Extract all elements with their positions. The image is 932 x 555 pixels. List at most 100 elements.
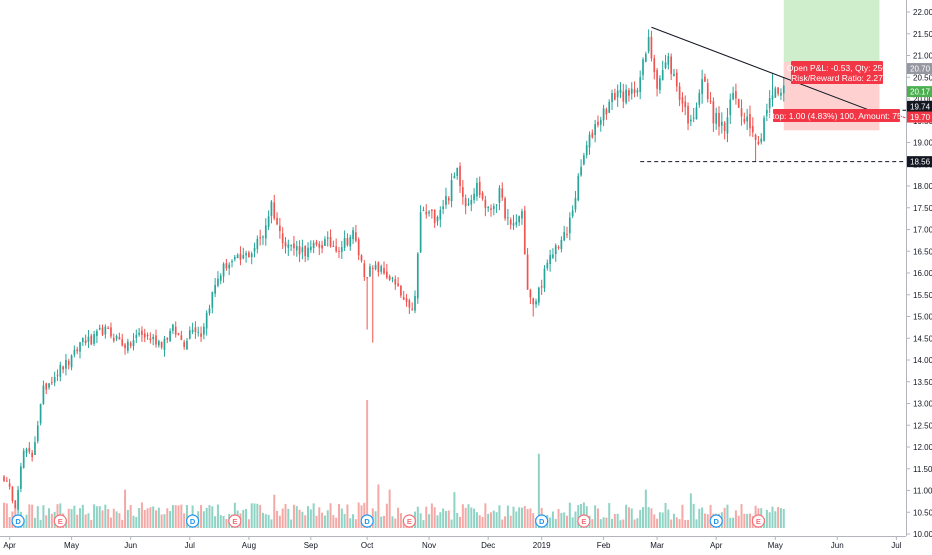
volume-bar	[622, 519, 625, 528]
dividend-event-icon[interactable]: D	[360, 514, 374, 528]
candle	[200, 326, 202, 342]
volume-bar	[748, 513, 751, 528]
dividend-event-icon[interactable]: D	[11, 514, 25, 528]
volume-bar	[385, 503, 388, 528]
volume-bar	[104, 504, 107, 528]
candle	[326, 231, 329, 247]
svg-text:D: D	[364, 517, 370, 526]
candle	[279, 217, 281, 239]
candle	[5, 476, 8, 482]
candle	[690, 114, 692, 127]
volume-bar	[397, 507, 400, 528]
candle	[42, 380, 45, 405]
candle	[495, 204, 498, 213]
volume-bar	[33, 517, 36, 528]
volume-bar	[101, 510, 104, 528]
volume-bar	[42, 505, 45, 528]
price-tick-label: 20.50	[913, 73, 932, 82]
volume-bar	[658, 512, 661, 528]
candle	[143, 328, 146, 343]
pnl-label-text: Open P&L: -0.53, Qty: 250	[787, 63, 887, 73]
candle	[518, 215, 520, 227]
volume-bar	[115, 511, 118, 528]
candle	[96, 328, 98, 344]
candle	[141, 326, 143, 342]
candle	[369, 263, 371, 277]
candle	[160, 341, 163, 350]
volume-bar	[644, 489, 647, 528]
candle	[498, 185, 501, 211]
dividend-event-icon[interactable]: D	[709, 514, 723, 528]
price-tick-label: 18.00	[913, 182, 932, 191]
stop-label[interactable]: Stop: 1.00 (4.83%) 100, Amount: 750	[767, 109, 907, 122]
volume-bar	[492, 510, 495, 528]
volume-bar	[689, 493, 692, 528]
earnings-event-icon[interactable]: E	[53, 514, 67, 528]
volume-bar	[315, 515, 318, 528]
candle	[79, 341, 81, 359]
candle	[670, 53, 673, 81]
svg-text:E: E	[58, 517, 63, 526]
candle	[664, 54, 667, 70]
dividend-event-icon[interactable]: D	[535, 514, 549, 528]
volume-bar	[247, 519, 250, 528]
candle	[174, 321, 177, 338]
earnings-event-icon[interactable]: E	[402, 514, 416, 528]
volume-bar	[112, 508, 115, 528]
svg-text:E: E	[232, 517, 237, 526]
volume-bar	[684, 519, 687, 528]
volume-bar	[129, 505, 132, 528]
volume-bar	[726, 504, 729, 528]
volume-bar	[419, 513, 422, 528]
time-tick-label: Mar	[650, 541, 664, 550]
candle	[642, 57, 644, 81]
price-tick-label: 11.50	[913, 465, 932, 474]
volume-bar	[155, 510, 158, 528]
earnings-event-icon[interactable]: E	[228, 514, 242, 528]
candle	[650, 30, 653, 62]
candle	[360, 254, 363, 263]
volume-bar	[152, 506, 155, 528]
candle	[625, 84, 627, 105]
volume-bar	[290, 519, 293, 528]
volume-bar	[245, 508, 248, 528]
candle	[729, 93, 732, 125]
volume-bar	[571, 517, 574, 528]
price-tick-label: 14.00	[913, 356, 932, 365]
candle	[256, 235, 259, 254]
candle	[388, 274, 391, 281]
volume-bar	[475, 512, 478, 528]
price-tick-label: 19.00	[913, 139, 932, 148]
candle	[8, 478, 11, 490]
volume-bar	[118, 513, 121, 528]
candle	[780, 88, 782, 101]
candle	[490, 204, 492, 217]
volume-bar	[121, 519, 124, 528]
trendline[interactable]	[651, 26, 892, 120]
candle	[619, 82, 622, 99]
volume-bar	[270, 519, 273, 528]
dividend-event-icon[interactable]: D	[186, 514, 200, 528]
volume-bar	[560, 512, 563, 528]
candle	[194, 321, 197, 339]
volume-bar	[563, 512, 566, 528]
volume-bar	[537, 453, 540, 528]
volume-bar	[444, 511, 447, 528]
earnings-event-icon[interactable]: E	[751, 514, 766, 528]
volume-bar	[399, 513, 402, 528]
volume-bar	[90, 519, 93, 528]
candle	[487, 205, 490, 213]
svg-text:E: E	[581, 517, 586, 526]
volume-bar	[627, 507, 630, 528]
candle	[408, 298, 411, 315]
candle	[84, 334, 87, 346]
candle	[129, 341, 132, 349]
volume-bar	[681, 504, 684, 528]
volume-bar	[743, 513, 746, 528]
volume-bar	[8, 517, 11, 528]
earnings-event-icon[interactable]: E	[577, 514, 591, 528]
volume-bar	[425, 506, 428, 528]
